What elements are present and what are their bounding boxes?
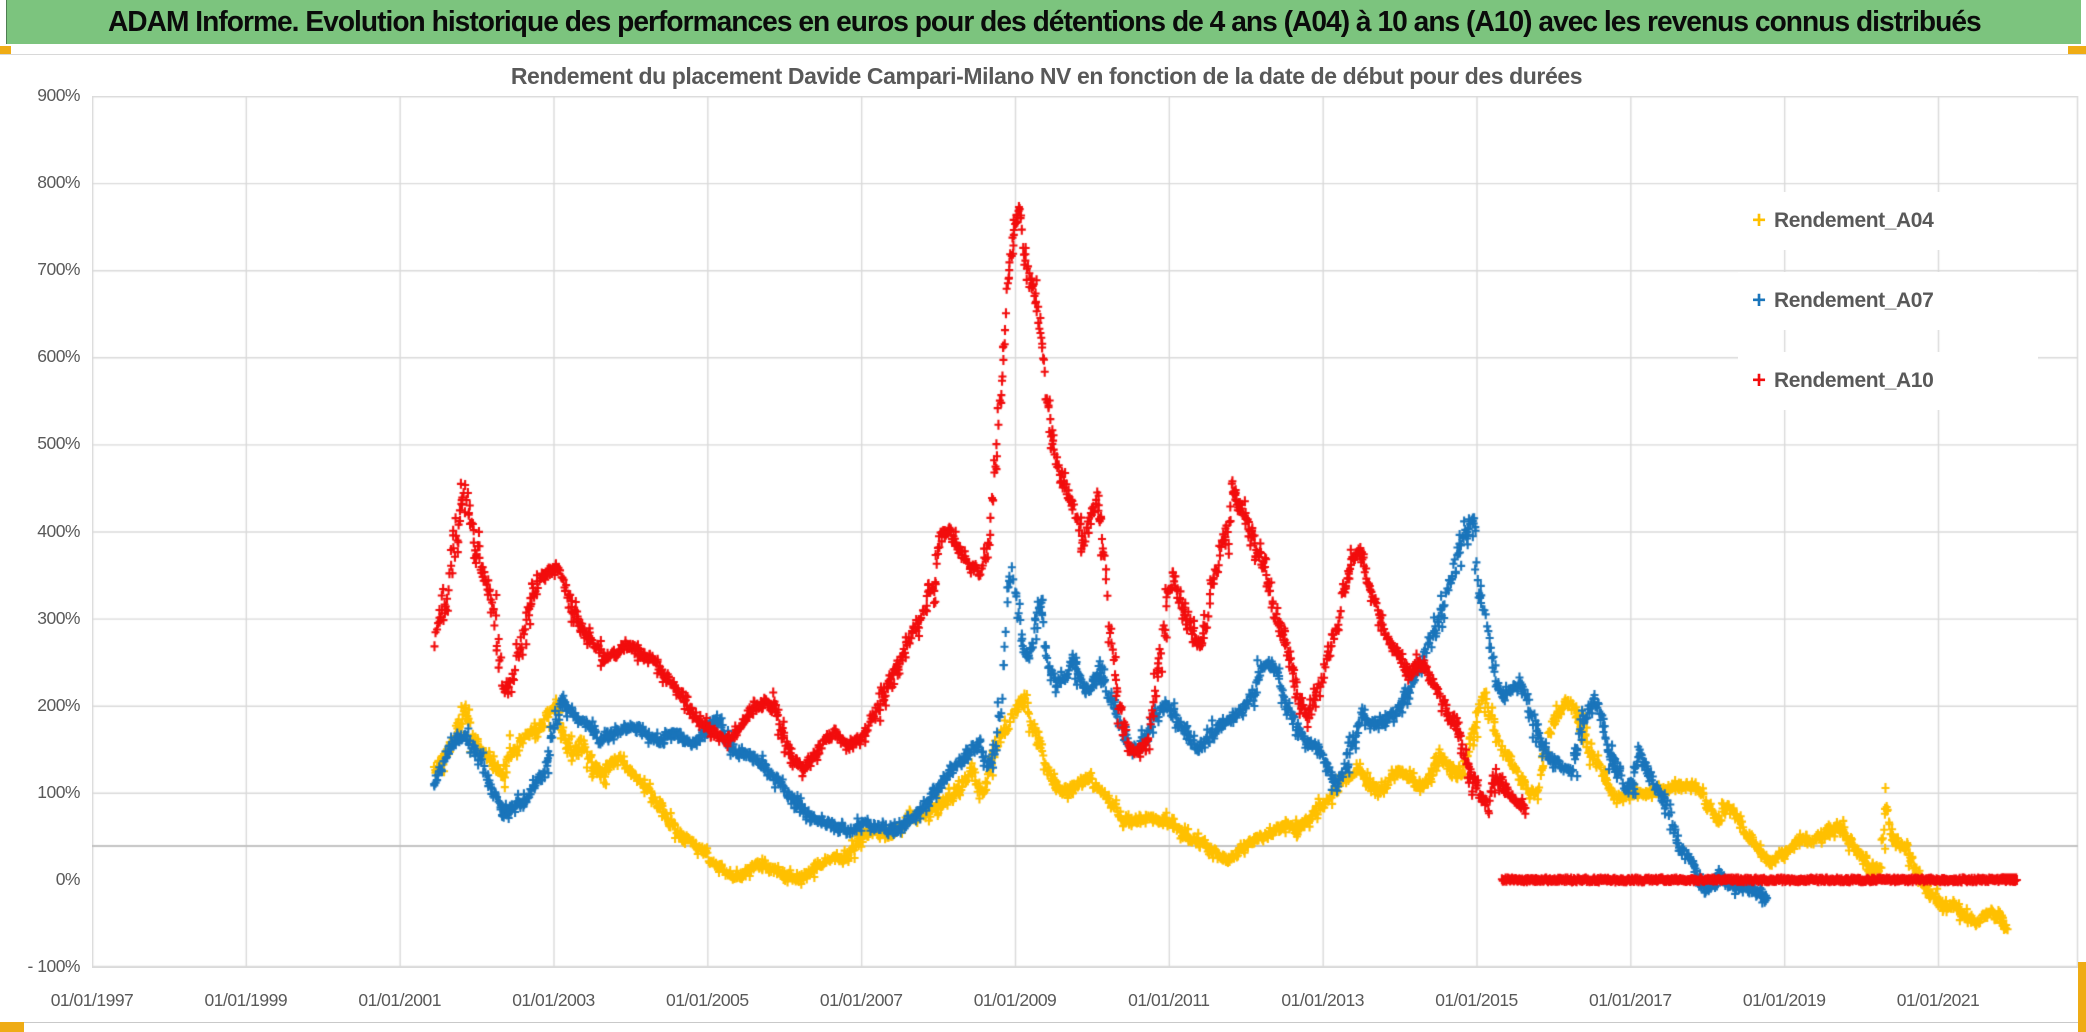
y-axis-label: 100%	[37, 781, 80, 802]
x-axis-label: 01/01/2007	[819, 990, 903, 1010]
y-axis-label: 800%	[37, 172, 80, 193]
y-axis-label: 0%	[55, 868, 81, 889]
y-axis-label: - 100%	[27, 956, 81, 976]
legend-label: Rendement_A04	[1774, 209, 1934, 232]
y-axis-label: 900%	[37, 85, 80, 105]
x-axis-label: 01/01/2017	[1589, 990, 1672, 1010]
x-axis-label: 01/01/2021	[1896, 990, 1980, 1010]
chart-legend: + Rendement_A04 + Rendement_A07 + Rendement_A…	[1738, 192, 2038, 432]
legend-item-rendement_a04[interactable]: + Rendement_A04	[1738, 192, 2038, 250]
legend-marker-icon: +	[1751, 367, 1766, 394]
report-title: ADAM Informe. Evolution historique des p…	[107, 5, 1982, 38]
y-axis-label: 200%	[37, 694, 80, 715]
legend-item-rendement_a07[interactable]: + Rendement_A07	[1738, 272, 2038, 330]
y-axis-label: 700%	[37, 259, 80, 280]
report-header-cell[interactable]: ADAM Informe. Evolution historique des p…	[6, 0, 2081, 44]
x-axis-label: 01/01/1999	[204, 990, 288, 1010]
y-axis-label: 400%	[37, 520, 80, 541]
row-divider-top	[0, 54, 2086, 55]
y-axis-label: 500%	[37, 433, 80, 454]
x-axis-label: 01/01/2011	[1128, 990, 1210, 1010]
x-axis-label: 01/01/1997	[50, 990, 134, 1010]
chart-title-line1: Rendement du placement Davide Campari-Mi…	[510, 63, 1583, 89]
yellow-cell-accent-top-left	[0, 46, 11, 54]
y-axis-label: 600%	[37, 346, 80, 367]
y-axis-label: 300%	[37, 607, 80, 628]
x-axis-label: 01/01/2019	[1742, 990, 1826, 1010]
yellow-cell-accent-bottom-left	[0, 1022, 24, 1032]
row-divider-bottom	[0, 1022, 2086, 1023]
legend-marker-icon: +	[1751, 287, 1766, 314]
x-axis-label: 01/01/2005	[666, 990, 749, 1010]
legend-label: Rendement_A07	[1774, 289, 1934, 312]
legend-label: Rendement_A10	[1774, 369, 1934, 392]
yellow-cell-accent-right-stripe	[2078, 962, 2086, 1032]
legend-item-rendement_a10[interactable]: + Rendement_A10	[1738, 352, 2038, 410]
x-axis-label: 01/01/2001	[358, 990, 441, 1010]
x-axis-label: 01/01/2009	[973, 990, 1057, 1010]
x-axis-label: 01/01/2003	[512, 990, 595, 1010]
legend-marker-icon: +	[1751, 207, 1766, 234]
x-axis-label: 01/01/2015	[1435, 990, 1518, 1010]
x-axis-label: 01/01/2013	[1281, 990, 1364, 1010]
yellow-cell-accent-top-right	[2068, 46, 2086, 54]
